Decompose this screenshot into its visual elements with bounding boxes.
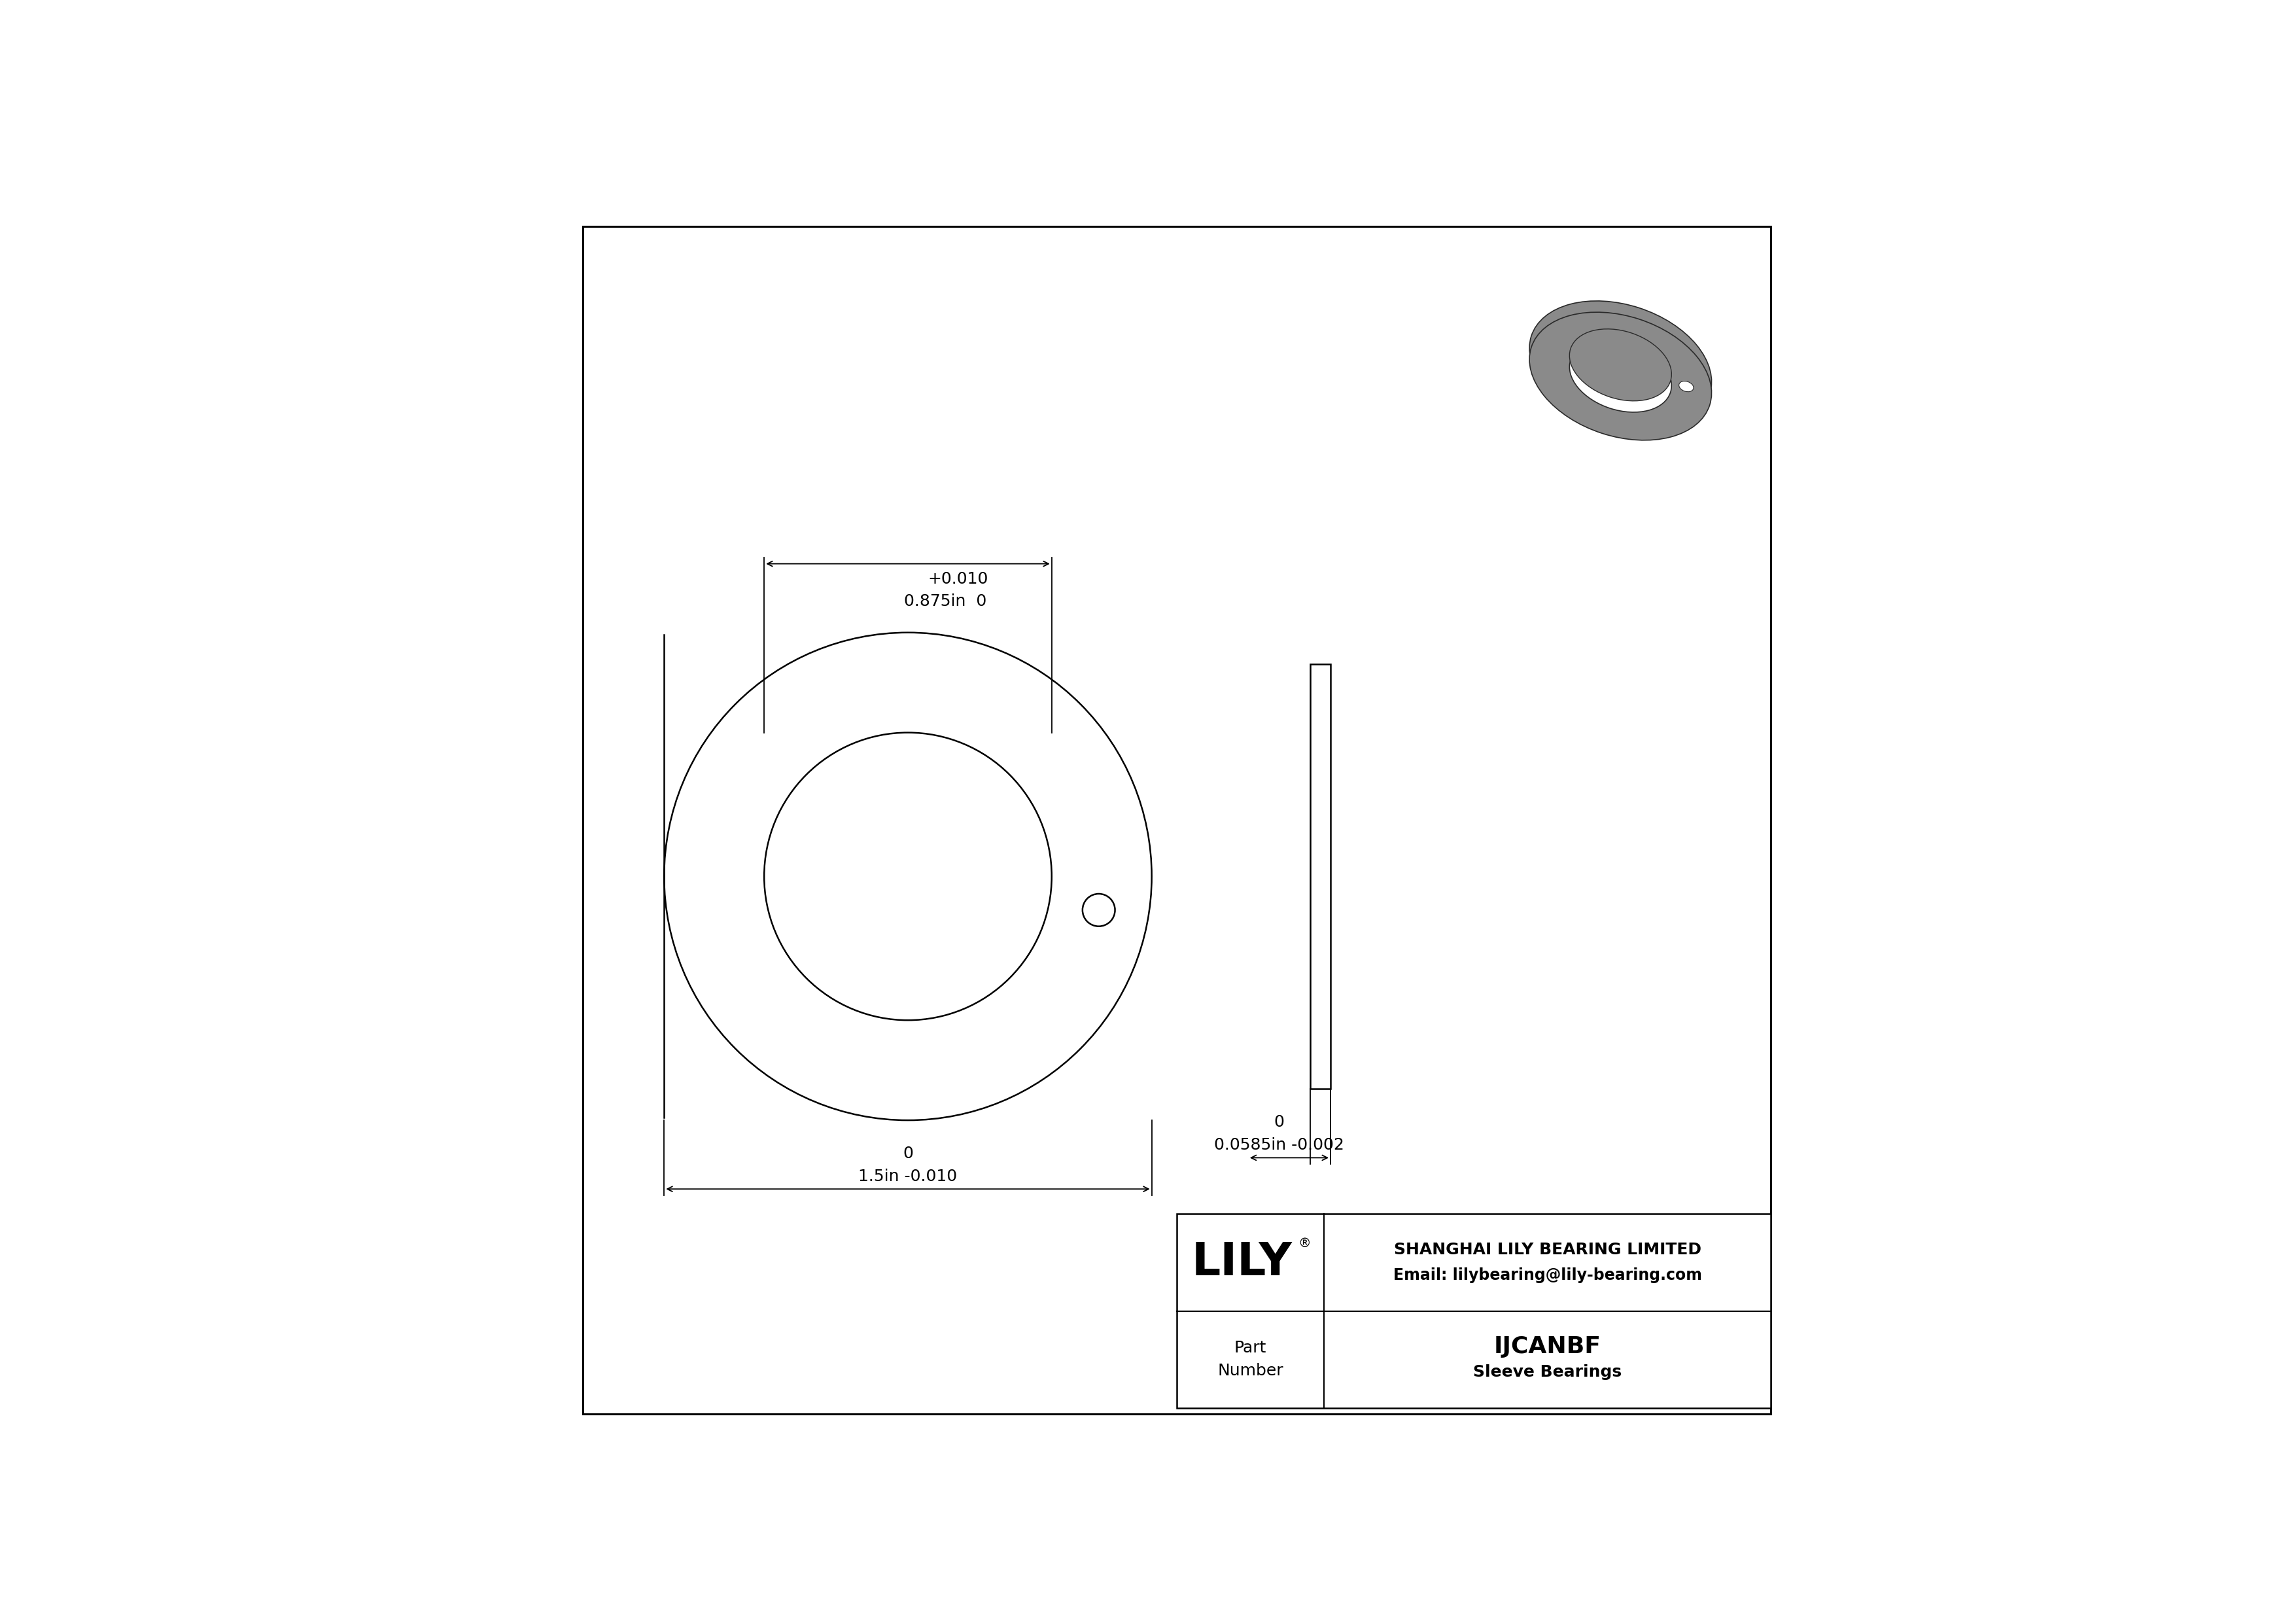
Ellipse shape bbox=[1570, 339, 1671, 412]
Text: 1.5in -0.010: 1.5in -0.010 bbox=[859, 1168, 957, 1184]
Text: 0.0585in -0.002: 0.0585in -0.002 bbox=[1215, 1137, 1343, 1153]
Ellipse shape bbox=[1529, 312, 1711, 440]
Text: 0.875in  0: 0.875in 0 bbox=[905, 594, 987, 609]
Text: Email: lilybearing@lily-bearing.com: Email: lilybearing@lily-bearing.com bbox=[1394, 1267, 1701, 1283]
Text: ®: ® bbox=[1297, 1237, 1311, 1250]
Text: 0: 0 bbox=[1274, 1114, 1283, 1130]
Text: Sleeve Bearings: Sleeve Bearings bbox=[1474, 1364, 1621, 1380]
Ellipse shape bbox=[1678, 382, 1694, 391]
Ellipse shape bbox=[1529, 300, 1711, 429]
Ellipse shape bbox=[1570, 330, 1671, 401]
Bar bbox=[1176, 1215, 1770, 1408]
Text: 0: 0 bbox=[902, 1147, 914, 1161]
Text: SHANGHAI LILY BEARING LIMITED: SHANGHAI LILY BEARING LIMITED bbox=[1394, 1242, 1701, 1259]
Text: +0.010: +0.010 bbox=[928, 572, 987, 586]
Text: Part
Number: Part Number bbox=[1217, 1340, 1283, 1379]
Text: IJCANBF: IJCANBF bbox=[1495, 1337, 1600, 1358]
Text: LILY: LILY bbox=[1192, 1241, 1293, 1285]
Bar bbox=[1311, 664, 1329, 1090]
